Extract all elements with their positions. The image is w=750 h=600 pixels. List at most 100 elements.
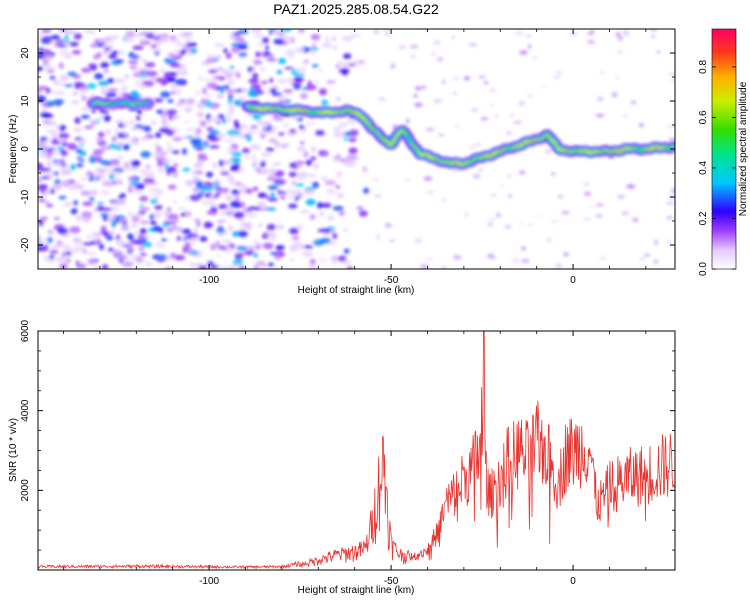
noise-blob xyxy=(74,85,80,90)
ridge-blob xyxy=(613,150,616,152)
noise-blob xyxy=(338,210,345,216)
noise-blob xyxy=(331,259,337,266)
noise-blob xyxy=(309,258,316,266)
noise-blob xyxy=(83,30,96,34)
noise-blob xyxy=(226,247,232,251)
noise-blob xyxy=(149,220,157,225)
noise-blob xyxy=(46,170,58,178)
ridge-blob xyxy=(545,133,549,137)
ridge-blob xyxy=(556,146,560,149)
noise-blob xyxy=(307,47,320,51)
noise-blob xyxy=(205,92,211,97)
noise-blob xyxy=(135,191,144,195)
ridge-blob xyxy=(600,150,603,153)
ridge-blob xyxy=(395,135,398,138)
noise-blob xyxy=(81,67,92,73)
noise-blob xyxy=(189,48,198,54)
noise-blob xyxy=(336,171,342,178)
noise-blob xyxy=(54,179,61,185)
ridge-blob xyxy=(548,135,550,138)
noise-blob xyxy=(332,205,344,211)
noise-blob xyxy=(506,175,512,178)
noise-blob xyxy=(109,173,115,180)
noise-blob xyxy=(226,89,233,96)
noise-blob xyxy=(176,88,182,94)
noise-blob xyxy=(60,180,71,187)
ridge-blob xyxy=(283,109,286,111)
noise-blob xyxy=(494,113,499,118)
noise-blob xyxy=(668,72,675,76)
noise-blob xyxy=(226,112,233,118)
noise-blob xyxy=(157,156,166,162)
figure-title: PAZ1.2025.285.08.54.G22 xyxy=(273,1,439,17)
noise-blob xyxy=(527,223,534,226)
noise-blob xyxy=(312,181,319,189)
ridge-blob xyxy=(299,109,301,111)
noise-blob xyxy=(247,67,252,72)
noise-blob xyxy=(391,62,396,66)
noise-blob xyxy=(227,206,235,213)
noise-blob xyxy=(313,162,319,170)
ridge-blob xyxy=(611,150,614,153)
noise-blob xyxy=(527,94,533,98)
noise-blob xyxy=(164,163,169,169)
noise-blob xyxy=(251,113,258,118)
ridge-blob xyxy=(456,161,459,164)
noise-blob xyxy=(54,171,59,176)
noise-blob xyxy=(291,235,300,241)
noise-blob xyxy=(215,55,222,59)
noise-blob xyxy=(615,32,621,38)
ridge-blob xyxy=(473,158,476,160)
noise-blob xyxy=(53,136,58,144)
noise-blob xyxy=(226,175,235,181)
noise-blob xyxy=(196,192,204,199)
noise-blob xyxy=(86,251,96,256)
noise-blob xyxy=(557,195,564,198)
noise-blob xyxy=(333,128,338,134)
noise-blob xyxy=(98,80,109,87)
noise-blob xyxy=(238,52,248,57)
noise-blob xyxy=(375,234,381,239)
noise-blob xyxy=(201,200,212,205)
noise-blob xyxy=(277,189,282,195)
noise-blob xyxy=(192,227,199,233)
noise-blob xyxy=(217,114,225,120)
noise-blob xyxy=(47,69,55,74)
ridge-blob xyxy=(482,156,485,158)
ridge-blob xyxy=(549,138,553,141)
noise-blob xyxy=(150,198,158,204)
noise-blob xyxy=(240,88,247,93)
noise-blob xyxy=(650,29,658,32)
noise-blob xyxy=(464,212,469,218)
noise-blob xyxy=(40,146,52,151)
noise-blob xyxy=(348,147,358,155)
ridge-blob xyxy=(122,102,125,105)
noise-blob xyxy=(254,265,258,269)
noise-blob xyxy=(82,201,94,206)
noise-blob xyxy=(270,238,275,242)
noise-blob xyxy=(121,164,126,170)
noise-blob xyxy=(615,76,620,79)
noise-blob xyxy=(59,29,66,33)
noise-blob xyxy=(269,78,274,83)
noise-blob xyxy=(307,80,313,86)
noise-blob xyxy=(206,126,214,131)
ridge-blob xyxy=(401,129,405,132)
ridge-blob xyxy=(133,103,136,106)
noise-blob xyxy=(127,186,133,193)
noise-blob xyxy=(217,219,226,223)
noise-blob xyxy=(49,250,59,254)
noise-blob xyxy=(265,232,275,237)
ridge-blob xyxy=(657,146,660,149)
noise-blob xyxy=(185,98,196,105)
ridge-blob xyxy=(441,161,443,163)
noise-blob xyxy=(67,185,78,191)
noise-blob xyxy=(326,188,337,195)
noise-blob xyxy=(409,55,417,58)
noise-blob xyxy=(176,235,181,242)
noise-blob xyxy=(252,72,259,79)
colorbar: 0.0 0.2 0.4 0.6 0.8 Normalized spectral ampl… xyxy=(698,28,749,276)
noise-blob xyxy=(289,128,296,134)
noise-blob xyxy=(98,176,106,181)
noise-blob xyxy=(320,202,332,208)
